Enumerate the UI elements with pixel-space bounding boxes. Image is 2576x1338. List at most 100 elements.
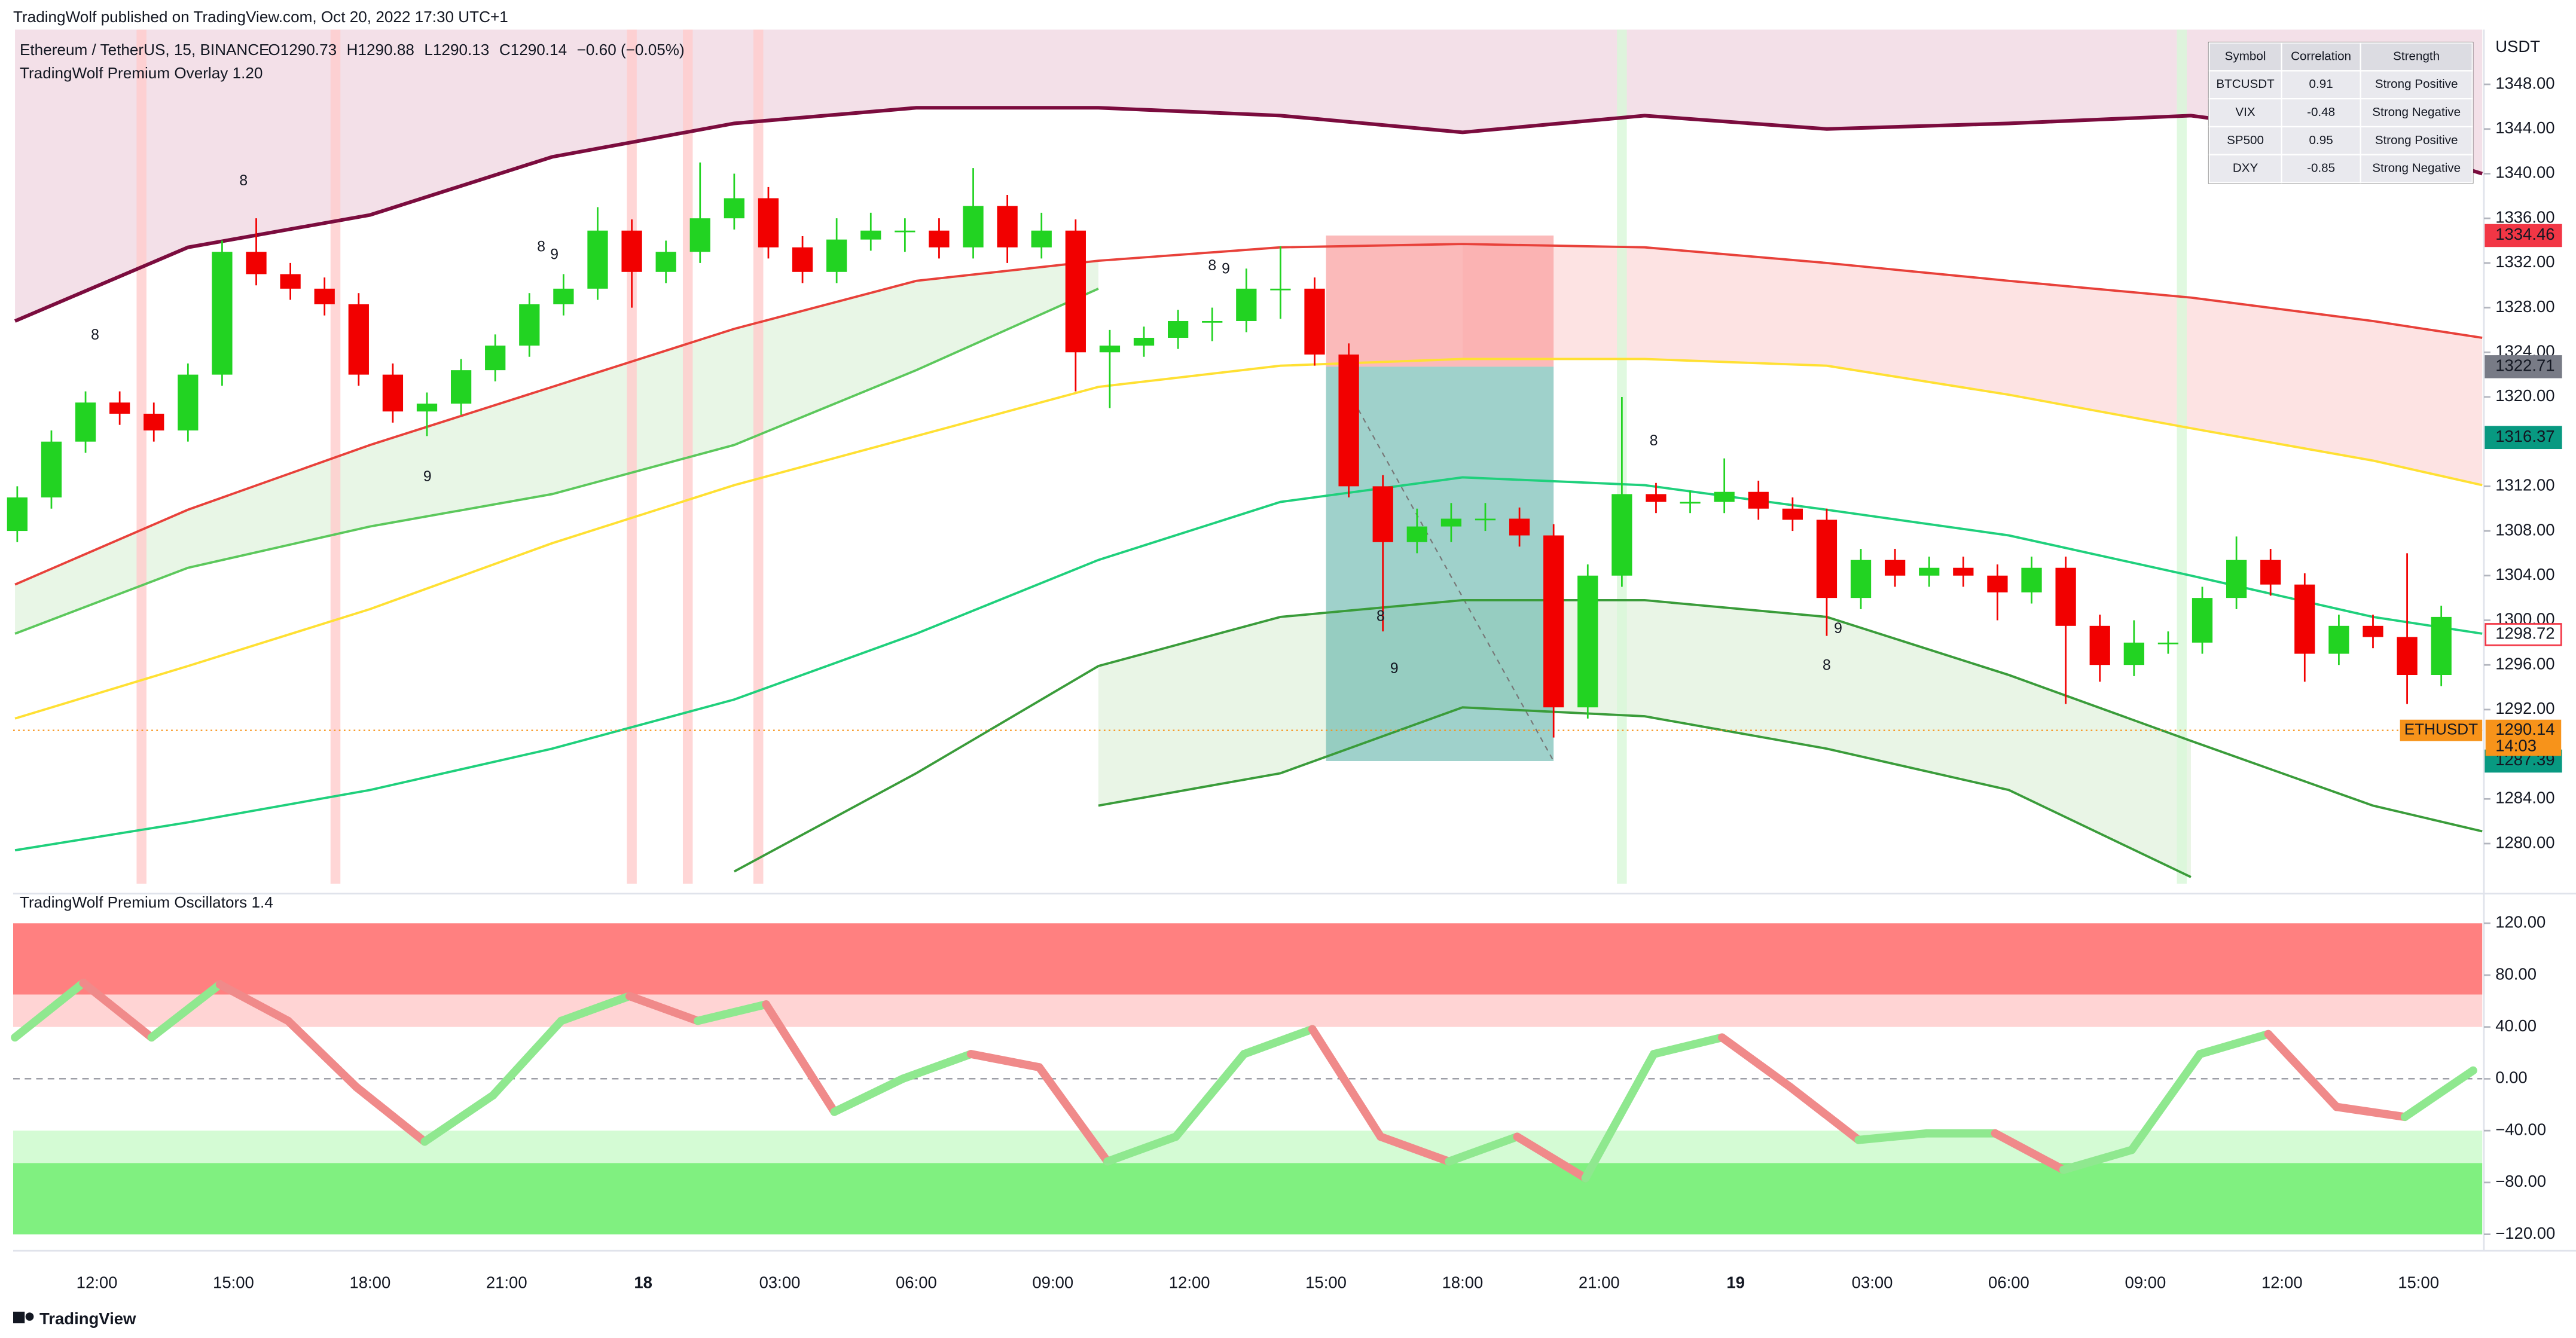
table-text: 0.91 <box>2309 77 2333 91</box>
x-tick-label: 06:00 <box>896 1273 937 1291</box>
x-tick-label: 15:00 <box>2398 1273 2439 1291</box>
price-label-box <box>2485 426 2562 450</box>
table-cell <box>2208 42 2282 72</box>
count-label: 9 <box>550 246 558 262</box>
candle-body <box>2226 560 2247 598</box>
highlight <box>753 29 764 884</box>
ohlc-value: −0.60 (−0.05%) <box>577 41 685 59</box>
band-line <box>14 106 2483 323</box>
entry-price: 1322.71 <box>2495 356 2554 375</box>
y-tick-label: 1348.00 <box>2495 74 2554 92</box>
table-cell <box>2208 154 2282 184</box>
oscillator-segment <box>762 1000 839 1116</box>
table-text: Strong Negative <box>2372 161 2461 175</box>
table-text: SP500 <box>2227 133 2264 147</box>
candle-body <box>963 206 984 248</box>
candle-body <box>2397 637 2418 676</box>
x-tick-label: 09:00 <box>1032 1273 1073 1291</box>
stop-price: 1334.46 <box>2495 225 2554 243</box>
oscillator-segment <box>2400 1066 2477 1122</box>
candle-body <box>997 206 1018 248</box>
y-tick-label: −120.00 <box>2495 1224 2555 1242</box>
candle-body <box>1611 494 1632 576</box>
zone <box>13 994 2483 1027</box>
candle-body <box>2089 625 2110 665</box>
oscillator-segment <box>1513 1132 1590 1183</box>
candle-body <box>1065 230 1086 353</box>
candle-body <box>1577 575 1598 708</box>
x-tick-label: 12:00 <box>77 1273 118 1291</box>
y-tick-label: 1332.00 <box>2495 252 2554 271</box>
last-symbol: ETHUSDT <box>2404 720 2478 738</box>
candle-body <box>1099 346 1121 353</box>
table-text: 0.95 <box>2309 133 2333 147</box>
y-tick-label: 40.00 <box>2495 1016 2537 1035</box>
oscillator-segment <box>420 1091 498 1146</box>
position-path <box>1338 374 1555 762</box>
oscillator-title: TradingWolf Premium Oscillators 1.4 <box>20 893 273 911</box>
y-tick-label: 1308.00 <box>2495 520 2554 539</box>
candle-body <box>1782 508 1803 520</box>
table-text: VIX <box>2235 105 2255 119</box>
y-tick-label: 1312.00 <box>2495 476 2554 494</box>
oscillator-segment <box>1171 1050 1249 1141</box>
x-tick-label: 15:00 <box>213 1273 254 1291</box>
table-text: Strong Positive <box>2375 77 2458 91</box>
price-label: 1298.72 <box>2495 624 2554 643</box>
candle-body <box>1714 491 1735 502</box>
candle-body <box>553 288 574 304</box>
x-tick-label: 19 <box>1726 1273 1745 1291</box>
candle-body <box>1372 486 1393 542</box>
y-tick-label: −80.00 <box>2495 1172 2546 1190</box>
table-text: BTCUSDT <box>2216 77 2275 91</box>
candle-body <box>1202 320 1223 323</box>
candle-body <box>178 374 199 431</box>
oscillator-segment <box>2264 1030 2341 1111</box>
logo <box>13 1311 34 1324</box>
candle-body <box>1509 518 1530 536</box>
table-header: Strength <box>2393 49 2440 63</box>
y-tick-label: −40.00 <box>2495 1120 2546 1138</box>
candle-body <box>2157 642 2179 644</box>
count-label: 8 <box>1376 608 1385 624</box>
candle-body <box>792 247 813 272</box>
oscillator-segment <box>2059 1145 2136 1174</box>
candle-body <box>860 230 881 240</box>
count-label: 8 <box>1208 258 1216 274</box>
y-tick-label: 1336.00 <box>2495 207 2554 226</box>
oscillator-segment <box>79 979 156 1042</box>
oscillator-segment <box>489 1016 566 1100</box>
y-tick-label: 1284.00 <box>2495 789 2554 807</box>
y-tick-label: 80.00 <box>2495 964 2537 983</box>
oscillator-segment <box>215 980 292 1025</box>
oscillator-segment <box>1103 1132 1180 1166</box>
candle-body <box>280 274 301 289</box>
band-fill <box>1462 244 2483 485</box>
candle-body <box>2431 616 2452 676</box>
candle-body <box>689 218 710 252</box>
candle-body <box>1543 535 1564 708</box>
y-tick-label: 1328.00 <box>2495 297 2554 316</box>
candle-body <box>1919 567 1940 576</box>
candle-body <box>2294 584 2315 654</box>
candle-body <box>2260 560 2281 585</box>
candle-body <box>1406 526 1427 542</box>
candle-body <box>2328 625 2349 654</box>
oscillator-segment <box>1445 1132 1522 1166</box>
candle-body <box>1236 288 1257 321</box>
count-label: 8 <box>91 327 99 343</box>
highlight <box>2177 29 2187 884</box>
y-tick-label: 1296.00 <box>2495 654 2554 673</box>
ohlc-value: L1290.13 <box>424 41 489 59</box>
oscillator-segment <box>1240 1025 1317 1058</box>
ohlc-value: C1290.14 <box>499 41 567 59</box>
count-label: 8 <box>239 173 248 189</box>
zone <box>13 923 2483 995</box>
table-cell <box>2360 70 2473 100</box>
last-price-box <box>2485 719 2562 756</box>
candle-body <box>7 497 28 531</box>
count-label: 9 <box>1834 621 1842 637</box>
